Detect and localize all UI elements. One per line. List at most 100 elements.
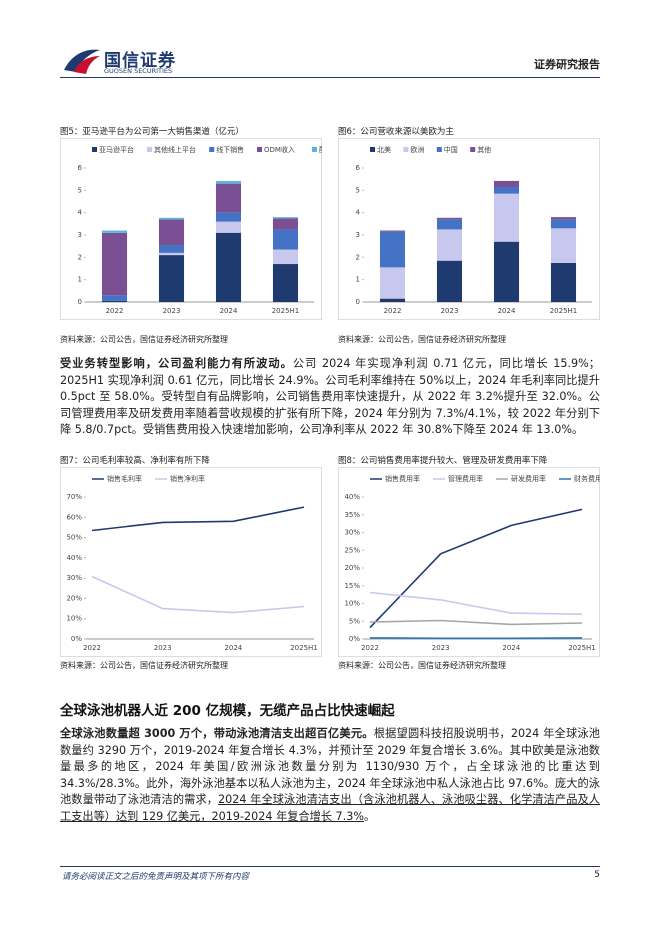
report-type: 证券研究报告 — [534, 58, 600, 71]
paragraph-underlined: 2024 年全球泳池清洁支出（含泳池机器人、泳池吸尘器、化学清洁产品及人工支出等… — [60, 793, 600, 823]
legend-label: 亚马逊平台 — [99, 145, 134, 154]
bar-segment — [215, 180, 242, 184]
x-tick-label: 2024 — [220, 307, 238, 315]
y-tick-label: 5% — [349, 617, 360, 625]
x-tick-label: 2022 — [361, 644, 379, 652]
x-tick-label: 2022 — [83, 644, 101, 652]
chart: 0 1 2 3 4 5 6 北美 欧洲 中国 其他 2022 2023 2024 2025H1 — [338, 138, 600, 320]
legend-label: 其他线上平台 — [154, 145, 196, 154]
bar-segment — [215, 212, 242, 222]
bar-segment — [550, 262, 577, 302]
footer-rule — [60, 866, 600, 867]
bar-segment — [272, 264, 299, 302]
y-tick-label: 35% — [344, 511, 360, 519]
x-tick-label: 2024 — [498, 307, 516, 315]
line-series — [91, 575, 305, 614]
bar-segment — [101, 300, 128, 302]
paragraph: 受业务转型影响，公司盈利能力有所波动。公司 2024 年实现净利润 0.71 亿… — [60, 356, 600, 439]
bar-segment — [101, 232, 128, 296]
paragraph-text: 公司 2024 年实现净利润 0.71 亿元，同比增长 15.9%；2025H1… — [60, 357, 600, 437]
y-tick-label: 15% — [344, 582, 360, 590]
legend-label: 其他 — [477, 145, 491, 154]
y-tick-label: 4 — [356, 209, 361, 217]
bar-segment — [272, 229, 299, 250]
legend-swatch — [436, 147, 442, 152]
x-tick-label: 2023 — [154, 644, 172, 652]
y-tick-label: 1 — [78, 276, 82, 284]
x-tick-label: 2025H1 — [272, 307, 300, 315]
y-tick-label: 3 — [78, 231, 82, 239]
x-tick-label: 2024 — [224, 644, 242, 652]
paragraph-text: 根据望圆科技招股说明书，2024 年全球泳池数量约 3290 万个，2019-2… — [60, 727, 600, 807]
legend-label: 欧洲 — [410, 145, 424, 154]
logo-cn: 国信证券 — [104, 51, 176, 71]
bar-segment — [158, 255, 185, 302]
bar-segment — [158, 219, 185, 246]
legend-label: 线下销售 — [216, 145, 244, 154]
y-tick-label: 60% — [66, 513, 82, 521]
line-series — [369, 619, 583, 626]
legend-swatch — [312, 147, 317, 152]
y-tick-label: 70% — [66, 493, 82, 501]
y-tick-label: 0 — [78, 298, 82, 306]
x-tick-label: 2025H1 — [290, 644, 318, 652]
y-tick-label: 0 — [356, 298, 360, 306]
figure-title: 图7：公司毛利率较高、净利率有所下降 — [60, 456, 210, 466]
paragraph-text: 。 — [363, 809, 376, 823]
y-tick-label: 5 — [78, 186, 82, 194]
bar-segment — [436, 217, 463, 220]
line-series — [369, 508, 583, 629]
logo-mark — [64, 49, 100, 74]
x-tick-label: 2022 — [106, 307, 124, 315]
x-tick-label: 2024 — [502, 644, 520, 652]
x-tick-label: 2022 — [384, 307, 402, 315]
bar-segment — [101, 295, 128, 301]
line-series — [91, 506, 305, 532]
y-tick-label: 10% — [344, 600, 360, 608]
bar-segment — [215, 232, 242, 302]
legend-label: 财务费用率 — [574, 474, 600, 483]
y-tick-label: 40% — [344, 493, 360, 501]
figure-title: 图5：亚马逊平台为公司第一大销售渠道（亿元） — [60, 127, 244, 137]
figure-source: 资料来源：公司公告，国信证券经济研究所整理 — [60, 661, 228, 670]
bar-segment — [272, 218, 299, 230]
legend-label: 配件 — [319, 145, 322, 154]
chart: 0% 10% 20% 30% 40% 50% 60% 70% 销售毛利率 销售净利率 2022 202… — [60, 467, 322, 657]
legend-swatch — [403, 147, 409, 152]
legend-label: 销售净利率 — [170, 474, 205, 483]
x-tick-label: 2025H1 — [568, 644, 596, 652]
bar-segment — [550, 228, 577, 263]
legend-label: 北美 — [377, 145, 391, 154]
y-tick-label: 30% — [344, 529, 360, 537]
header-rule — [60, 77, 600, 78]
y-tick-label: 3 — [356, 231, 360, 239]
bar-segment — [272, 249, 299, 265]
y-tick-label: 30% — [66, 574, 82, 582]
bar-segment — [158, 252, 185, 256]
y-tick-label: 50% — [66, 534, 82, 542]
section-heading: 全球泳池机器人近 200 亿规模，无缆产品占比快速崛起 — [60, 703, 395, 719]
figure-source: 资料来源：公司公告，国信证券经济研究所整理 — [338, 335, 506, 344]
y-tick-label: 4 — [78, 209, 83, 217]
y-tick-label: 6 — [356, 164, 361, 172]
legend-swatch — [370, 147, 375, 152]
y-tick-label: 20% — [66, 594, 82, 602]
legend-label: 研发费用率 — [511, 474, 546, 483]
x-tick-label: 2023 — [432, 644, 450, 652]
bar-segment — [493, 193, 520, 242]
figure-title: 图6：公司营收来源以美欧为主 — [338, 127, 454, 137]
y-tick-label: 2 — [78, 253, 82, 261]
figure-source: 资料来源：公司公告，国信证券经济研究所整理 — [338, 661, 506, 670]
bar-segment — [158, 245, 185, 253]
legend-label: 销售毛利率 — [107, 474, 142, 483]
bar-segment — [493, 186, 520, 194]
paragraph-lead: 全球泳池数量超 3000 万个，带动泳池清洁支出超百亿美元。 — [60, 727, 374, 740]
bar-segment — [272, 217, 299, 219]
paragraph-lead: 受业务转型影响，公司盈利能力有所波动。 — [60, 357, 293, 370]
bar-segment — [379, 230, 406, 232]
paragraph: 全球泳池数量超 3000 万个，带动泳池清洁支出超百亿美元。根据望圆科技招股说明… — [60, 726, 600, 826]
y-tick-label: 6 — [78, 164, 83, 172]
y-tick-label: 1 — [356, 276, 360, 284]
bar-segment — [379, 231, 406, 268]
